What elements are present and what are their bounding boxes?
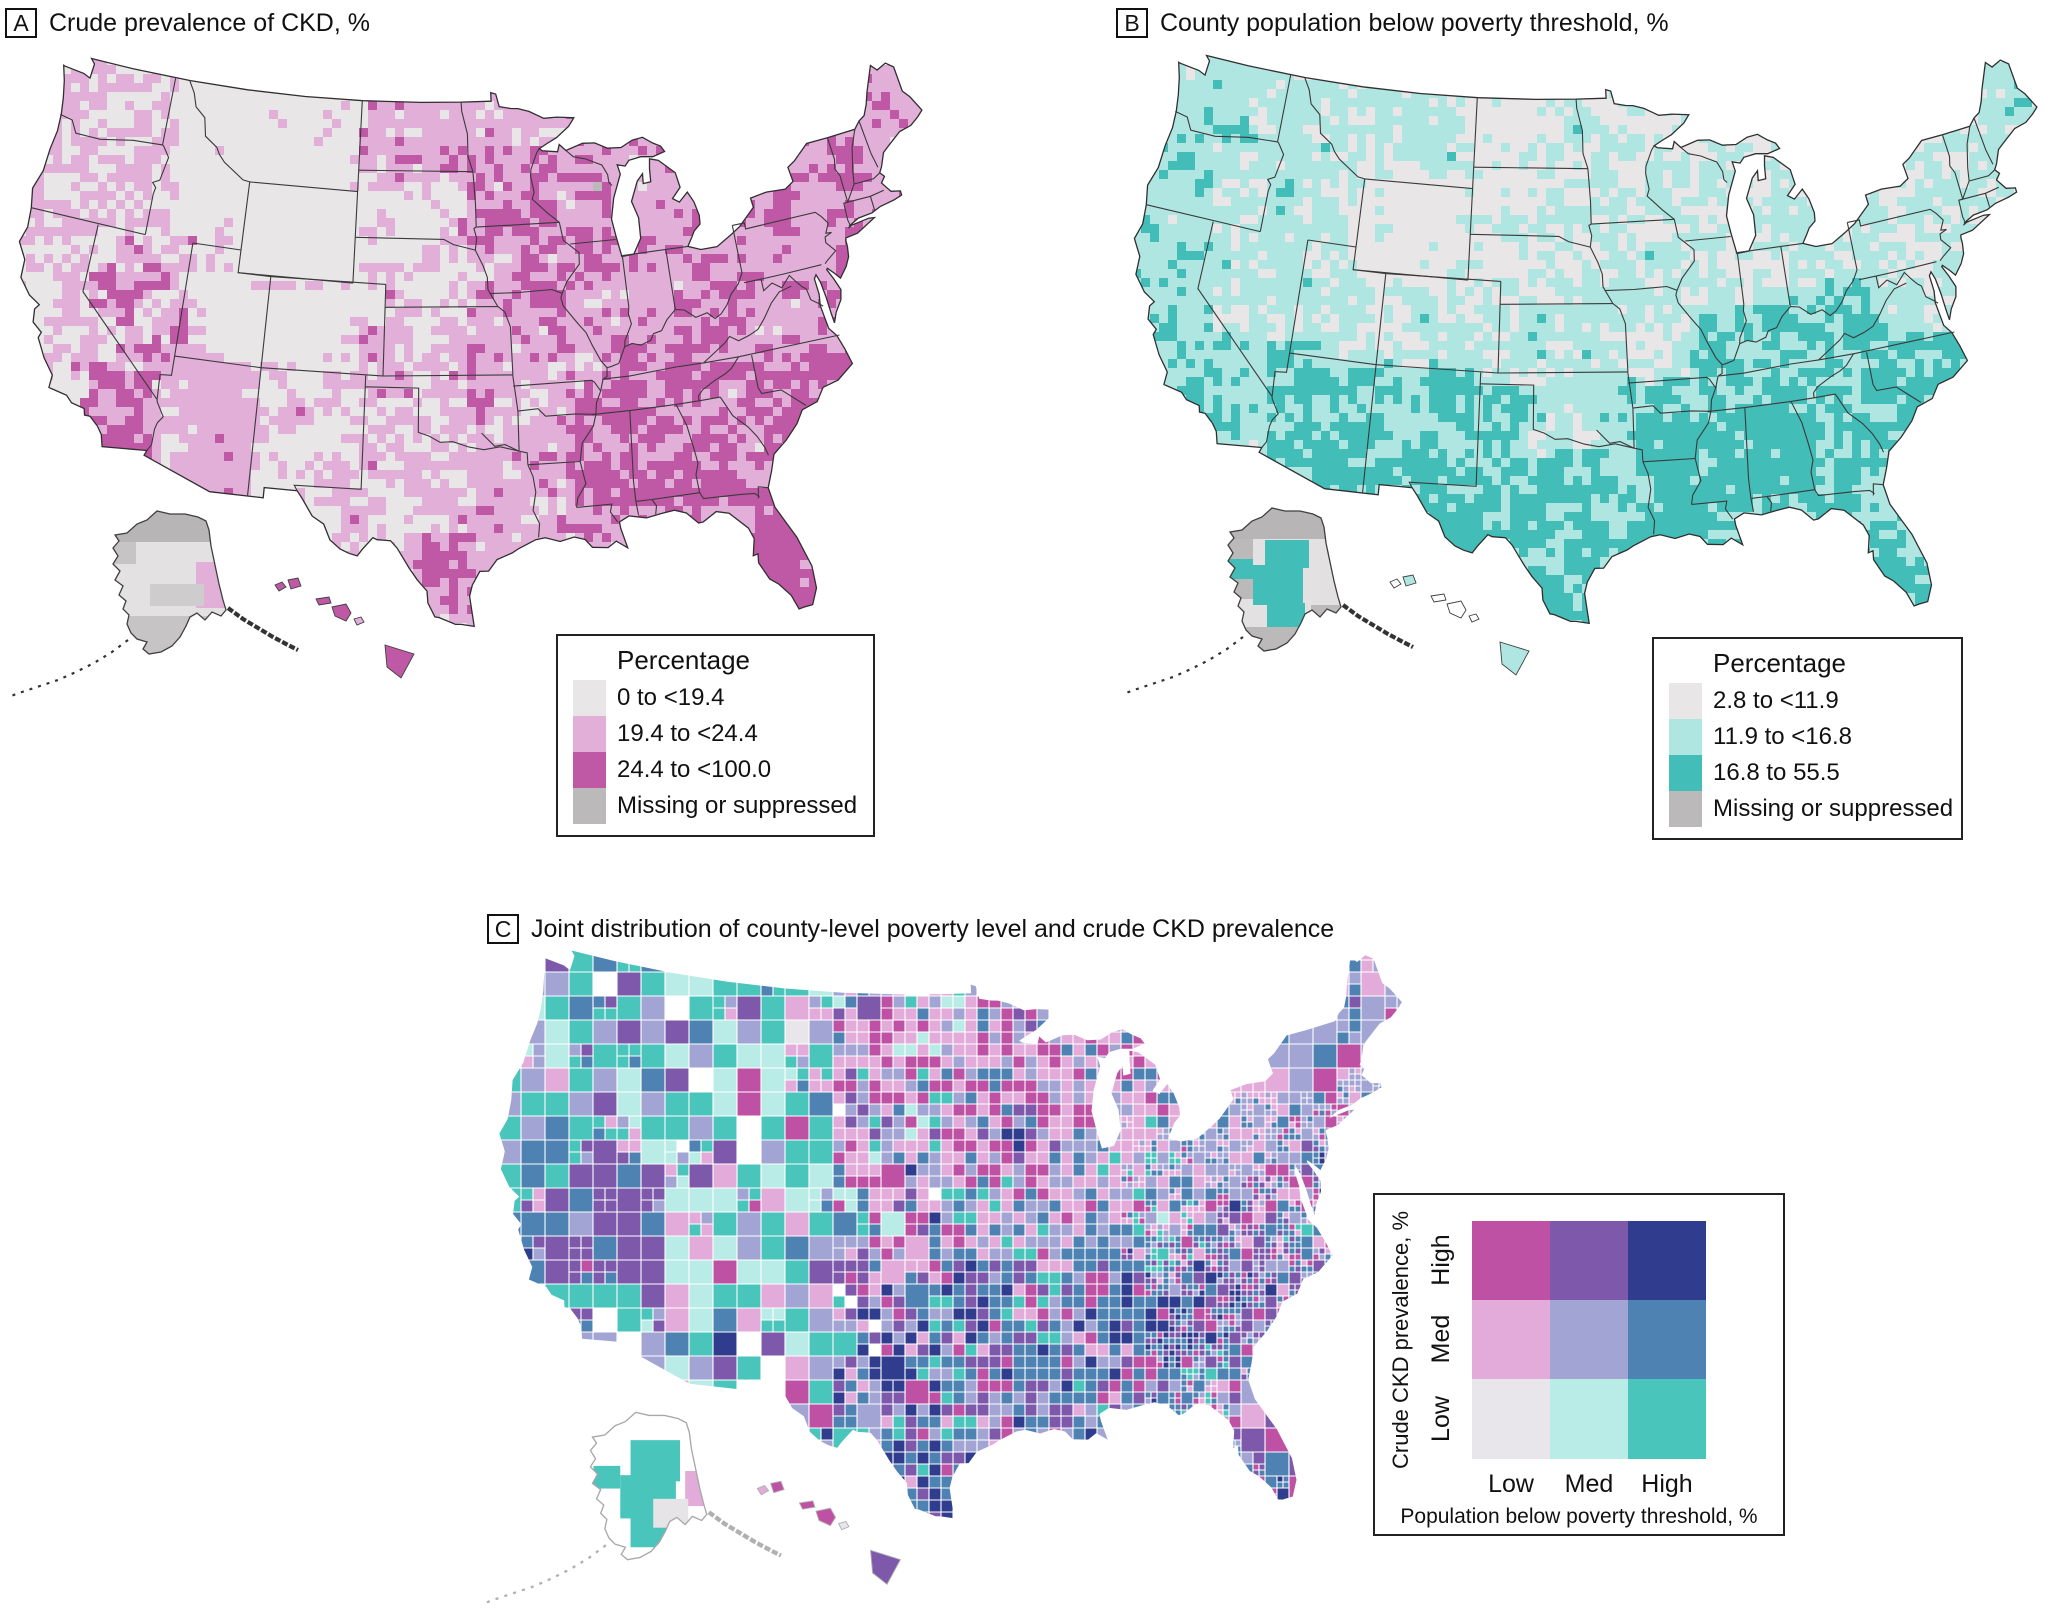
svg-text:Low: Low bbox=[1488, 1470, 1535, 1498]
svg-text:High: High bbox=[1427, 1234, 1455, 1285]
svg-text:Low: Low bbox=[1427, 1395, 1455, 1442]
svg-text:High: High bbox=[1641, 1470, 1692, 1498]
svg-text:Population below poverty thres: Population below poverty threshold, % bbox=[1400, 1505, 1757, 1528]
svg-text:Med: Med bbox=[1427, 1315, 1455, 1364]
svg-text:Med: Med bbox=[1565, 1470, 1614, 1498]
svg-text:Crude CKD prevalence, %: Crude CKD prevalence, % bbox=[1388, 1211, 1413, 1469]
